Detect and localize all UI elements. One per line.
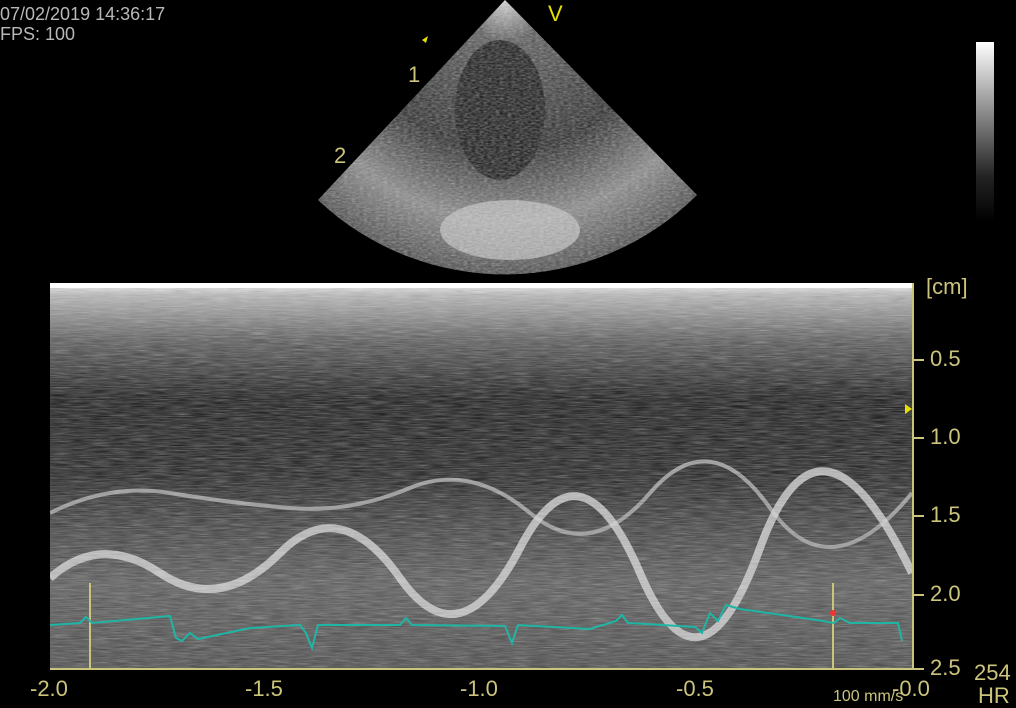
sector-image: [318, 0, 697, 275]
depth-tick: 1.5: [930, 502, 961, 527]
depth-tick: 2.0: [930, 581, 961, 606]
grayscale-bar: [976, 42, 994, 222]
depth-tick: 2.5: [930, 655, 961, 680]
depth-unit: [cm]: [926, 274, 968, 299]
sweep-speed: 100 mm/s: [833, 688, 904, 705]
heart-rate-value: 254: [974, 660, 1011, 685]
sector-marker-1: 1: [408, 62, 421, 87]
sector-marker-v: V: [548, 1, 563, 26]
depth-tick: 0.5: [930, 346, 961, 371]
time-tick: -0.5: [676, 676, 714, 701]
fps: FPS: 100: [0, 24, 76, 44]
datetime: 07/02/2019 14:36:17: [0, 4, 166, 24]
depth-tick: 1.0: [930, 424, 961, 449]
time-tick: -2.0: [30, 676, 68, 701]
ecg-trace: [50, 603, 903, 652]
sector-marker-2: 2: [334, 143, 347, 168]
time-tick: -1.5: [245, 676, 283, 701]
m-mode-image: [50, 283, 912, 668]
time-tick: -1.0: [460, 676, 498, 701]
heart-rate-label: HR: [978, 683, 1010, 708]
time-tick: -0.0: [892, 676, 930, 701]
